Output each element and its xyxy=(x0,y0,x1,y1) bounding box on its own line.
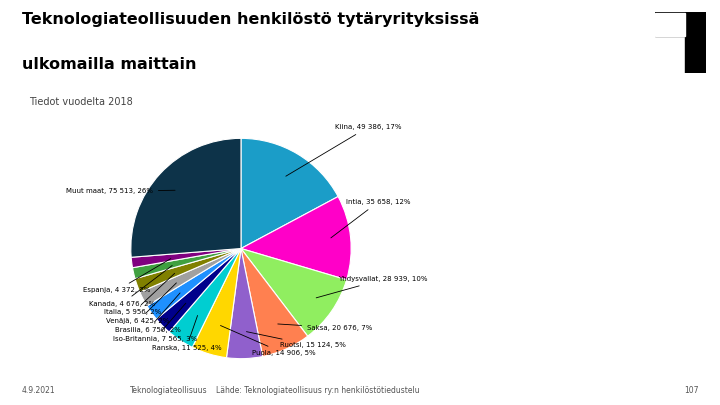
Text: Venäjä, 6 425, 2%: Venäjä, 6 425, 2% xyxy=(106,283,176,324)
Text: ulkomailla maittain: ulkomailla maittain xyxy=(22,57,196,72)
Text: Brasilia, 6 750, 2%: Brasilia, 6 750, 2% xyxy=(114,293,181,333)
Text: Intia, 35 658, 12%: Intia, 35 658, 12% xyxy=(331,199,410,238)
Bar xyxy=(655,12,706,36)
Wedge shape xyxy=(169,249,241,347)
Bar xyxy=(685,12,706,73)
Text: Iso-Britannia, 7 565, 3%: Iso-Britannia, 7 565, 3% xyxy=(112,303,197,342)
Text: 4.9.2021: 4.9.2021 xyxy=(22,386,55,395)
Text: Yhdysvallat, 28 939, 10%: Yhdysvallat, 28 939, 10% xyxy=(316,276,428,298)
Text: Espanja, 4 372, 2%: Espanja, 4 372, 2% xyxy=(84,259,171,293)
Text: Ruotsi, 15 124, 5%: Ruotsi, 15 124, 5% xyxy=(246,332,346,348)
Bar xyxy=(655,13,685,36)
Text: Ranska, 11 525, 4%: Ranska, 11 525, 4% xyxy=(151,315,221,351)
Text: Puola, 14 906, 5%: Puola, 14 906, 5% xyxy=(220,326,315,356)
Wedge shape xyxy=(135,249,241,292)
Wedge shape xyxy=(241,249,307,356)
Wedge shape xyxy=(132,249,241,279)
Wedge shape xyxy=(131,139,241,257)
Text: Lähde: Teknologiateollisuus ry:n henkilöstötiedustelu: Lähde: Teknologiateollisuus ry:n henkilö… xyxy=(216,386,420,395)
Text: Tiedot vuodelta 2018: Tiedot vuodelta 2018 xyxy=(29,97,132,107)
Wedge shape xyxy=(241,196,351,280)
Text: Muut maat, 75 513, 26%: Muut maat, 75 513, 26% xyxy=(66,188,175,194)
Text: Italia, 5 956, 2%: Italia, 5 956, 2% xyxy=(104,273,175,315)
Text: Teknologiateollisuus: Teknologiateollisuus xyxy=(130,386,207,395)
Wedge shape xyxy=(241,139,338,249)
Text: Kiina, 49 386, 17%: Kiina, 49 386, 17% xyxy=(286,124,401,176)
Text: Saksa, 20 676, 7%: Saksa, 20 676, 7% xyxy=(278,324,372,331)
Wedge shape xyxy=(192,249,241,358)
Text: Teknologiateollisuuden henkilöstö tytäryrityksissä: Teknologiateollisuuden henkilöstö tytäry… xyxy=(22,12,479,27)
Wedge shape xyxy=(241,249,346,336)
Wedge shape xyxy=(147,249,241,319)
Wedge shape xyxy=(140,249,241,306)
Text: Kanada, 4 676, 2%: Kanada, 4 676, 2% xyxy=(89,266,172,307)
Wedge shape xyxy=(227,249,263,359)
Wedge shape xyxy=(131,249,241,268)
Wedge shape xyxy=(156,249,241,332)
Text: 107: 107 xyxy=(684,386,698,395)
